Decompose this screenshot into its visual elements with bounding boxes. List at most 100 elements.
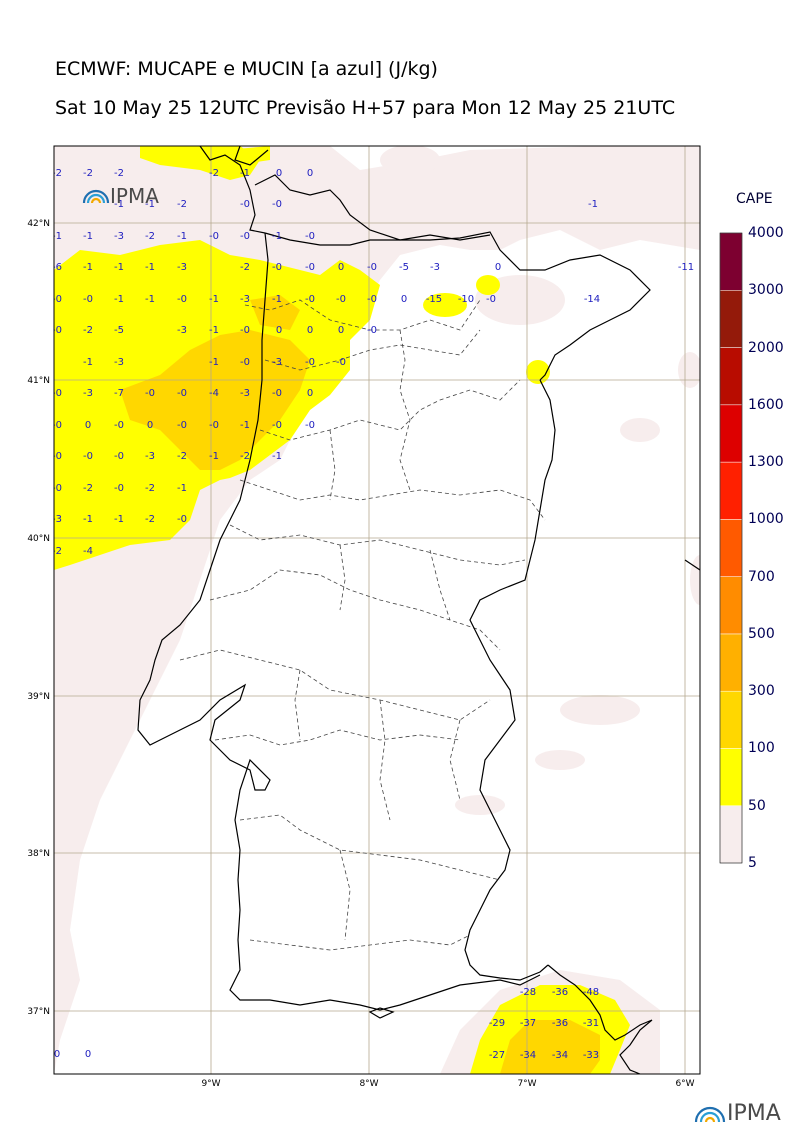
colorbar-segment [719,576,743,635]
colorbar-label: 2000 [748,339,784,356]
cin-value: -1 [114,514,124,525]
cin-value: 0 [307,388,313,399]
cin-value: -0 [209,231,219,242]
cin-value: -1 [240,168,250,179]
cin-value: -15 [426,294,442,305]
cin-value: 0 [338,325,344,336]
cin-value: -3 [272,357,282,368]
cin-value: -33 [583,1050,599,1061]
cin-value: -0 [52,420,62,431]
cin-value: -1 [114,199,124,210]
cin-value: -5 [399,262,409,273]
cin-value: -0 [240,231,250,242]
cin-value: -1 [177,483,187,494]
cin-value: -2 [83,483,93,494]
district-boundaries [179,299,546,951]
cin-value: -0 [52,294,62,305]
cin-value: -0 [336,357,346,368]
colorbar-label: 500 [748,625,775,642]
cin-value: -0 [272,262,282,273]
ipma-logo-map: IPMA [82,184,159,208]
cin-value: -1 [240,420,250,431]
cin-value: -2 [240,451,250,462]
cin-value: 0 [85,420,91,431]
cin-value: -1 [114,294,124,305]
cin-value: 0 [401,294,407,305]
cin-value: -1 [209,294,219,305]
cin-value: -4 [83,546,93,557]
latitude-label: 42°N [27,219,50,229]
cin-value: -0 [177,388,187,399]
cin-value: -34 [552,1050,568,1061]
cin-value: -2 [177,451,187,462]
cin-value: -3 [240,388,250,399]
cin-value: -6 [52,262,62,273]
cin-value: 0 [307,325,313,336]
cin-value: -1 [52,231,62,242]
cin-value: -2 [177,199,187,210]
cin-value: -0 [305,294,315,305]
colorbar-label: 1600 [748,396,784,413]
cin-value: -0 [114,420,124,431]
cin-value: -0 [305,262,315,273]
colorbar-title: CAPE [736,191,773,207]
graticule [54,146,700,1074]
colorbar-label: 1300 [748,454,784,471]
colorbar-label: 50 [748,797,766,814]
cin-value: -1 [83,357,93,368]
cin-value: 0 [147,420,153,431]
colorbar-label: 100 [748,740,775,757]
cin-value: -0 [305,420,315,431]
colorbar-segment [719,748,743,806]
cin-value: 0 [495,262,501,273]
cin-value: -0 [367,325,377,336]
cin-value: -0 [52,325,62,336]
cin-value: 0 [338,262,344,273]
cin-value: -3 [145,451,155,462]
colorbar-label: 300 [748,683,775,700]
cin-value: -1 [83,231,93,242]
cin-value: -3 [114,231,124,242]
cin-value: -2 [83,325,93,336]
cin-value: -0 [272,199,282,210]
cin-value: -0 [367,294,377,305]
cin-value: -3 [430,262,440,273]
cin-value: -2 [145,514,155,525]
latitude-label: 41°N [27,376,50,386]
colorbar-segment [719,690,743,749]
cin-value: -5 [114,325,124,336]
colorbar-segment [719,461,743,520]
colorbar-label: 3000 [748,282,784,299]
cin-value: -36 [552,1018,568,1029]
cin-value: -29 [489,1018,505,1029]
cin-value: -2 [145,231,155,242]
cin-value: -27 [489,1050,505,1061]
cin-value: -10 [458,294,474,305]
cin-value: -1 [588,199,598,210]
colorbar-segment [719,347,743,406]
colorbar-segment [719,232,743,291]
map-content: -2 -2 -2 -2 -1 0 0-1 -1 -2 -0 -0 -1-1 -1 -3 -2 -1 -0 -0 -1… [52,146,700,1074]
cin-value: -1 [272,231,282,242]
cin-value: -0 [272,388,282,399]
colorbar-segment [719,805,743,864]
cin-value: 0 [85,1049,91,1060]
cin-value: -2 [52,546,62,557]
cin-value: -2 [52,168,62,179]
longitude-label: 6°W [675,1079,694,1089]
latitude-label: 39°N [27,692,50,702]
cape-colorbar [719,232,743,864]
cin-value: 0 [54,1049,60,1060]
cin-value: -0 [114,451,124,462]
footer-logo-text: IPMA [727,1101,781,1126]
cin-value: -28 [520,987,536,998]
cin-value: -0 [177,420,187,431]
colorbar-segment [719,633,743,692]
colorbar-segment [719,290,743,348]
cin-value: -2 [83,168,93,179]
cin-value: -2 [209,168,219,179]
cin-value: -0 [240,357,250,368]
cin-value: -0 [336,294,346,305]
cin-value: -1 [145,262,155,273]
